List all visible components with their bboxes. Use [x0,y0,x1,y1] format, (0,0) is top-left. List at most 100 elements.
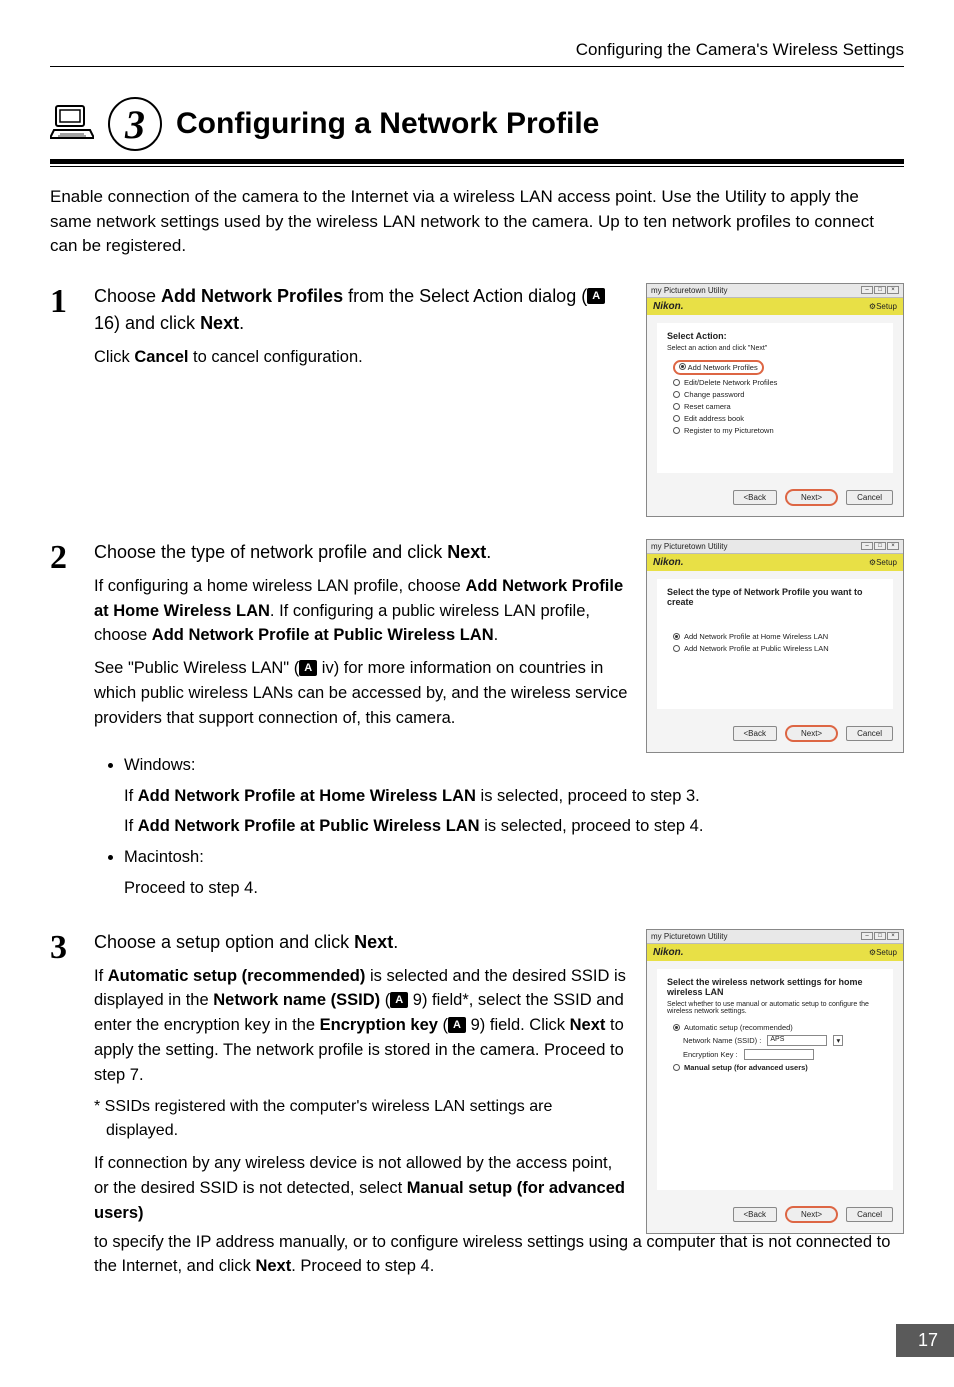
next-button: Next> [785,725,838,742]
text: . [494,626,499,644]
screenshot-2: my Picturetown Utility –□× Nikon. ⚙Setup… [646,539,904,753]
win-line-2: If Add Network Profile at Public Wireles… [124,814,904,839]
intro-paragraph: Enable connection of the camera to the I… [50,185,904,259]
text: Setup [876,558,897,567]
text: to specify the IP address manually, or t… [94,1233,890,1276]
mock-title: my Picturetown Utility [651,932,727,941]
bold: Next [447,542,486,562]
cancel-button: Cancel [846,490,893,505]
step-2-p2: See "Public Wireless LAN" (A iv) for mor… [94,656,628,730]
mock-title: my Picturetown Utility [651,286,727,295]
mock-titlebar: my Picturetown Utility –□× [647,284,903,298]
text: Setup [876,302,897,311]
bold: Add Network Profiles [161,286,343,306]
text: SSIDs registered with the computer's wir… [100,1098,552,1139]
text: Automatic setup (recommended) [684,1023,793,1032]
text: Choose the type of network profile and c… [94,542,447,562]
window-controls-icon: –□× [861,932,899,940]
text: Edit address book [684,414,744,423]
step-2-p1: If configuring a home wireless LAN profi… [94,574,628,648]
radio-icon [679,363,686,370]
step-2-heading: Choose the type of network profile and c… [94,539,628,566]
screenshot-1: my Picturetown Utility –□× Nikon. ⚙Setup… [646,283,904,517]
mock-radio: Edit/Delete Network Profiles [673,378,883,387]
bold: Next [200,313,239,333]
bold: Network name (SSID) [213,991,380,1009]
text: is selected, proceed to step 4. [480,817,704,835]
chapter-number: 3 [108,97,162,151]
page-number: 17 [896,1324,954,1357]
step-3-footnote: * SSIDs registered with the computer's w… [106,1095,628,1143]
text: ( [438,1016,448,1034]
label: Encryption Key : [683,1050,738,1059]
text: is selected, proceed to step 3. [476,787,700,805]
mock-brand-bar: Nikon. ⚙Setup [647,944,903,961]
mock-key-row: Encryption Key : [683,1049,883,1060]
mock-radio: Register to my Picturetown [673,426,883,435]
mock-body: Select the wireless network settings for… [657,969,893,1190]
step-3-p1: If Automatic setup (recommended) is sele… [94,964,628,1088]
bullet-windows: Windows: [124,753,904,778]
mock-subheading: Select whether to use manual or automati… [667,1001,883,1015]
step-1-detail: Click Cancel to cancel configuration. [94,345,628,370]
step-2-bullets-2: Macintosh: [124,845,904,870]
title-row: 3 Configuring a Network Profile [50,97,904,151]
mac-line-1: Proceed to step 4. [124,876,904,901]
next-button: Next> [785,489,838,506]
page-title: Configuring a Network Profile [176,107,599,141]
step-1-heading: Choose Add Network Profiles from the Sel… [94,283,628,337]
radio-icon [673,415,680,422]
screenshot-3: my Picturetown Utility –□× Nikon. ⚙Setup… [646,929,904,1234]
text: If [94,967,108,985]
step-number: 2 [50,539,78,907]
cancel-button: Cancel [846,726,893,741]
mock-heading: Select the wireless network settings for… [667,977,883,997]
text: 9) field. Click [466,1016,570,1034]
next-button: Next> [785,1206,838,1223]
mock-radio: Add Network Profile at Public Wireless L… [673,644,883,653]
bold: Add Network Profile at Home Wireless LAN [138,787,476,805]
title-thin-rule [50,166,904,167]
reference-icon: A [299,660,317,676]
mock-radio: Reset camera [673,402,883,411]
radio-icon [673,379,680,386]
mock-heading: Select the type of Network Profile you w… [667,587,883,607]
step-3-p2-part1: If connection by any wireless device is … [94,1151,628,1225]
mock-heading: Select Action: [667,331,883,341]
mock-ssid-row: Network Name (SSID) :APS▾ [683,1035,883,1046]
reference-icon: A [587,288,605,304]
mock-radio: Add Network Profile at Home Wireless LAN [673,632,883,641]
step-3-p2-part2: to specify the IP address manually, or t… [94,1230,904,1280]
radio-icon [673,633,680,640]
text: Edit/Delete Network Profiles [684,378,777,387]
step-3: 3 Choose a setup option and click Next. … [50,929,904,1288]
reference-icon: A [448,1017,466,1033]
bold: Next [570,1016,606,1034]
text: If [124,817,138,835]
text: from the Select Action dialog ( [343,286,587,306]
brand-text: Nikon. [653,557,684,568]
key-input [744,1049,814,1060]
back-button: <Back [733,490,777,505]
mock-body: Select the type of Network Profile you w… [657,579,893,709]
step-2-bullets: Windows: [124,753,904,778]
mock-footer: <Back Next> Cancel [647,717,903,752]
step-number: 1 [50,283,78,517]
mock-title: my Picturetown Utility [651,542,727,551]
text: ( [380,991,390,1009]
setup-label: ⚙Setup [869,558,897,567]
mock-radio: Edit address book [673,414,883,423]
text: Add Network Profiles [688,363,758,372]
radio-icon [673,391,680,398]
text: . [393,932,398,952]
text: Setup [876,948,897,957]
bold: Encryption key [320,1016,438,1034]
step-number: 3 [50,929,78,1288]
text: Manual setup (for advanced users) [684,1063,808,1072]
mock-subheading: Select an action and click "Next" [667,345,883,352]
mock-footer: <Back Next> Cancel [647,1198,903,1233]
text: Click [94,348,134,366]
text: . [486,542,491,562]
mock-radio: Automatic setup (recommended) [673,1023,883,1032]
text: Reset camera [684,402,731,411]
